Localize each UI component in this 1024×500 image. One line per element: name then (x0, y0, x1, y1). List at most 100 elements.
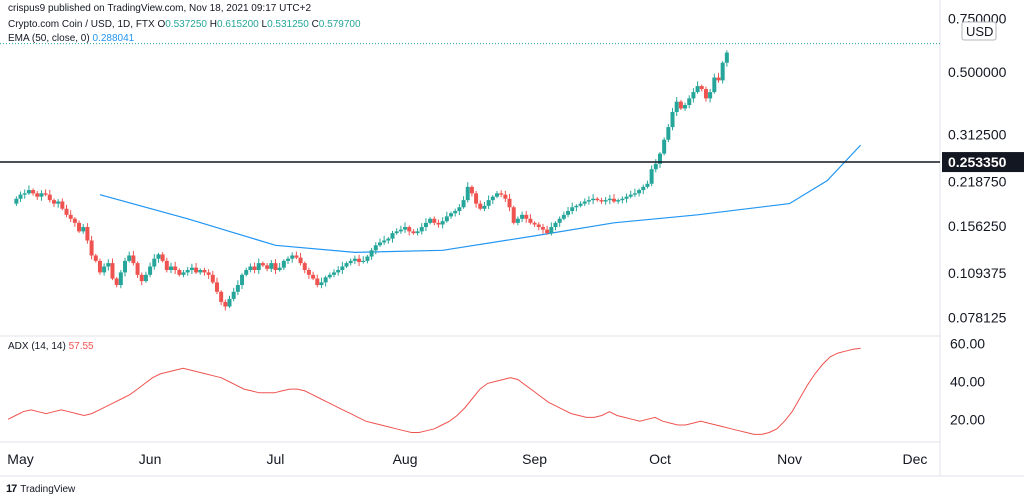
symbol-text[interactable]: Crypto.com Coin / USD, 1D, FTX (8, 19, 155, 30)
candle (411, 229, 416, 235)
candle-body (708, 92, 713, 99)
candle-body (160, 254, 165, 261)
candle (657, 152, 662, 168)
time-tick-label: Aug (393, 451, 418, 467)
candle-body (398, 229, 403, 232)
candle-body (156, 254, 161, 259)
price-tick-label: 0.312500 (948, 126, 1007, 142)
candle-body (97, 260, 102, 273)
candle-body (369, 250, 374, 257)
candle (160, 252, 165, 263)
candle-body (352, 258, 357, 261)
candle-body (436, 222, 441, 225)
candle (662, 137, 667, 156)
candle-body (14, 198, 19, 204)
candle (674, 96, 679, 117)
candle (47, 189, 52, 203)
candle-body (637, 190, 642, 194)
support-price-label: 0.253350 (948, 154, 1007, 170)
candle-body (223, 301, 228, 307)
adx-value: 57.55 (68, 341, 94, 352)
candle-body (361, 260, 366, 262)
published-text: crispus9 published on TradingView.com, N… (8, 3, 312, 14)
candle (586, 196, 591, 205)
candle (139, 272, 144, 286)
candle-body (315, 278, 320, 285)
candle-body (64, 208, 69, 215)
candle (444, 211, 449, 223)
high-value: 0.615200 (217, 19, 259, 30)
candle (56, 199, 61, 208)
support-price-tag: 0.253350 (942, 152, 1024, 173)
candle (390, 230, 395, 243)
candle (210, 270, 215, 284)
candle-body (632, 193, 637, 195)
candle (22, 189, 27, 199)
candle-body (720, 62, 725, 81)
candle (695, 81, 700, 94)
candle-body (135, 263, 140, 275)
currency-badge[interactable]: USD (961, 21, 997, 41)
adx-tick-label: 60.00 (950, 336, 985, 352)
candle (570, 202, 575, 215)
candle-body (131, 255, 136, 264)
candle (720, 61, 725, 84)
candle (315, 274, 320, 288)
candle (143, 271, 148, 283)
candle-body (411, 231, 416, 234)
candle (382, 235, 387, 245)
price-tick-label: 0.109375 (948, 265, 1007, 281)
candle-body (311, 274, 316, 279)
candle (628, 190, 633, 199)
candle-body (173, 266, 178, 271)
candle-body (260, 263, 265, 266)
candle (93, 253, 98, 263)
low-value: 0.531250 (267, 19, 309, 30)
candle (369, 247, 374, 260)
candle (469, 185, 474, 197)
candle-body (432, 218, 437, 223)
candle (532, 221, 537, 227)
candle-body (490, 196, 495, 201)
candle-body (235, 284, 240, 292)
support-price-tag-box (942, 152, 1024, 173)
candle-body (60, 201, 65, 209)
candle-body (127, 255, 132, 261)
ema-legend[interactable]: EMA (50, close, 0) 0.288041 (8, 33, 134, 44)
candle-body (678, 101, 683, 109)
candle (361, 256, 366, 264)
adx-legend[interactable]: ADX (14, 14) 57.55 (8, 341, 94, 352)
published-line: crispus9 published on TradingView.com, N… (8, 3, 311, 14)
candle (595, 197, 600, 202)
candle-body (77, 222, 82, 232)
candle-body (499, 193, 504, 195)
candle (164, 257, 169, 273)
adx-tick-label: 40.00 (950, 373, 985, 389)
candle-body (164, 260, 169, 271)
candle-body (227, 298, 232, 307)
candle-body (382, 240, 387, 243)
candle-body (553, 222, 558, 228)
candle-body (219, 291, 224, 302)
candle (51, 198, 56, 207)
candle (72, 217, 77, 227)
candle (503, 190, 508, 202)
candle-body (599, 200, 604, 202)
candle (352, 255, 357, 265)
candle (206, 269, 211, 279)
candle-body (47, 194, 52, 201)
candle-body (39, 193, 44, 197)
candle (35, 190, 40, 200)
candle-body (503, 194, 508, 199)
candle-body (641, 186, 646, 191)
time-tick-label: Sep (522, 451, 547, 467)
candle (457, 204, 462, 216)
candle-body (18, 194, 23, 199)
candle-body (645, 183, 650, 187)
candle-body (469, 186, 474, 194)
candle (64, 204, 69, 218)
candle-body (290, 255, 295, 259)
candle (683, 102, 688, 111)
candle (189, 263, 194, 275)
